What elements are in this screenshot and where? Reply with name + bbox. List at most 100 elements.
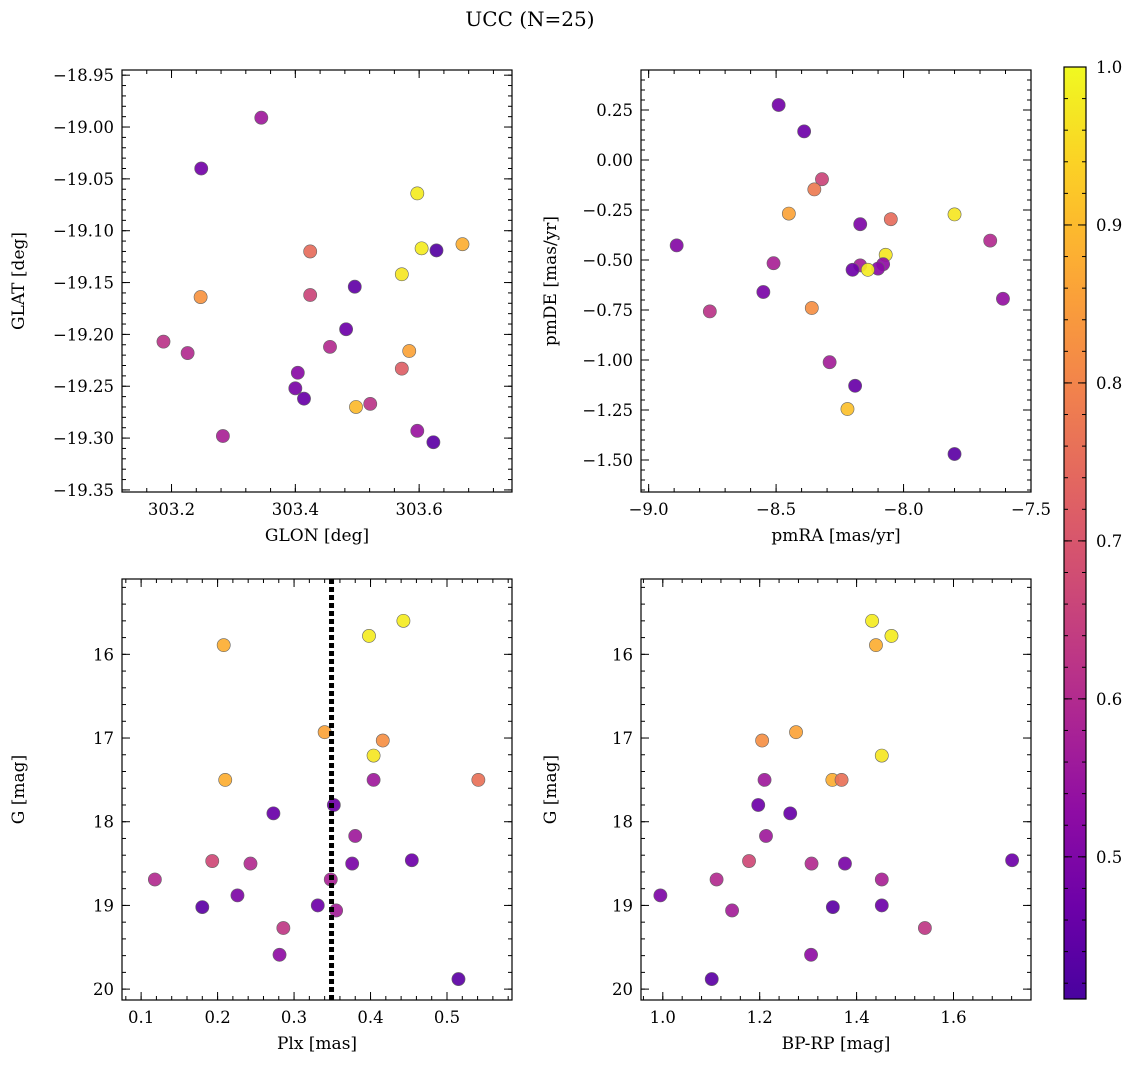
scatter-point xyxy=(884,629,899,643)
panel-glon-glat: 303.2 303.4 303.6 −18.95 −19.00 −19.05 −19.10 −… xyxy=(9,66,513,546)
scatter-point xyxy=(759,829,773,843)
colorbar-frame xyxy=(1063,66,1087,1000)
scatter-point xyxy=(216,638,231,653)
scatter-point xyxy=(996,291,1010,306)
scatter-point xyxy=(755,733,770,748)
scatter-point xyxy=(471,772,486,787)
scatter-points xyxy=(669,98,1010,461)
scatter-point xyxy=(771,98,786,112)
scatter-point xyxy=(848,378,863,393)
scatter-point xyxy=(883,212,898,227)
scatter-point xyxy=(815,172,829,187)
scatter-point xyxy=(147,872,162,887)
axis-ticks xyxy=(122,579,512,1000)
scatter-point xyxy=(783,806,798,821)
y-tick-label: −18.95 xyxy=(53,66,114,85)
scatter-point xyxy=(874,872,889,887)
scatter-point xyxy=(918,921,932,935)
scatter-point xyxy=(404,853,419,868)
y-tick-label: 18 xyxy=(93,813,114,832)
scatter-point xyxy=(205,854,220,868)
scatter-point xyxy=(709,872,724,887)
scatter-point xyxy=(789,725,803,740)
axis-ticks xyxy=(122,70,512,492)
scatter-point xyxy=(781,206,796,221)
y-tick-label: 20 xyxy=(93,980,114,999)
x-tick-label: 1.0 xyxy=(650,1008,676,1027)
scatter-point xyxy=(804,947,818,962)
scatter-point xyxy=(853,217,868,232)
scatter-point xyxy=(1005,853,1020,868)
scatter-point xyxy=(947,447,962,461)
x-axis-label: Plx [mas] xyxy=(277,1034,357,1054)
scatter-point xyxy=(303,244,318,259)
scatter-points xyxy=(653,613,1020,986)
scatter-point xyxy=(410,186,425,201)
y-axis-label: G [mag] xyxy=(541,755,561,824)
y-tick-label: −19.35 xyxy=(53,481,114,500)
scatter-point xyxy=(394,267,409,282)
y-tick-label: 20 xyxy=(612,980,633,999)
scatter-point xyxy=(218,772,233,787)
scatter-point xyxy=(804,301,819,315)
scatter-point xyxy=(653,888,668,903)
scatter-point xyxy=(414,241,429,256)
scatter-point xyxy=(865,613,879,628)
scatter-point xyxy=(310,898,325,913)
axes-frame xyxy=(640,69,1032,493)
scatter-point xyxy=(375,733,390,748)
figure-title: UCC (N=25) xyxy=(465,7,594,31)
scatter-point xyxy=(756,285,771,299)
x-tick-label: 1.2 xyxy=(747,1008,773,1027)
y-tick-label: −0.25 xyxy=(582,201,633,220)
scatter-point xyxy=(290,365,305,380)
scatter-point xyxy=(288,381,303,396)
scatter-point xyxy=(366,748,381,763)
y-tick-label: −19.15 xyxy=(53,274,114,293)
scatter-point xyxy=(193,290,208,304)
x-tick-label: 303.4 xyxy=(272,500,319,519)
y-axis-label: GLAT [deg] xyxy=(9,232,29,330)
scatter-point xyxy=(194,161,209,176)
scatter-point xyxy=(230,888,245,903)
colorbar-tick-label: 0.7 xyxy=(1096,532,1122,551)
scatter-point xyxy=(410,423,425,438)
y-tick-label: −1.00 xyxy=(582,351,633,370)
colorbar-tick-label: 0.9 xyxy=(1096,216,1122,235)
axis-ticks xyxy=(641,579,1032,1000)
colorbar-tick-label: 0.6 xyxy=(1096,690,1122,709)
y-tick-label: −0.50 xyxy=(582,251,633,270)
scatter-point xyxy=(339,322,353,337)
scatter-point xyxy=(243,856,258,871)
scatter-point xyxy=(396,613,411,628)
scatter-point xyxy=(180,346,195,360)
x-tick-label: −7.5 xyxy=(1011,500,1051,519)
axes-frame xyxy=(121,578,513,1001)
x-tick-label: 1.4 xyxy=(843,1008,869,1027)
y-tick-label: −19.25 xyxy=(53,377,114,396)
scatter-point xyxy=(840,402,855,416)
scatter-point xyxy=(822,355,837,370)
x-tick-label: 0.4 xyxy=(357,1008,383,1027)
scatter-point xyxy=(348,829,363,843)
x-tick-label: −9.0 xyxy=(629,500,669,519)
colorbar: 0.5 0.6 0.7 0.8 0.9 1.0 xyxy=(1063,58,1122,1000)
y-tick-label: −0.75 xyxy=(582,301,633,320)
colorbar-tick-label: 0.5 xyxy=(1096,848,1122,867)
scatter-point xyxy=(362,629,376,643)
x-axis-label: BP-RP [mag] xyxy=(782,1034,891,1054)
scatter-point xyxy=(402,344,417,358)
x-axis-label: GLON [deg] xyxy=(265,526,369,546)
scatter-point xyxy=(156,334,171,349)
scatter-points xyxy=(147,613,486,986)
scatter-point xyxy=(272,947,287,962)
scatter-point xyxy=(394,361,409,376)
scatter-point xyxy=(669,238,684,253)
scatter-points xyxy=(156,110,470,450)
scatter-point xyxy=(874,898,889,913)
scatter-point xyxy=(838,856,852,871)
scatter-point xyxy=(704,972,719,986)
x-tick-label: −8.0 xyxy=(884,500,924,519)
colorbar-tick-label: 0.8 xyxy=(1096,374,1122,393)
scatter-point xyxy=(869,638,883,653)
